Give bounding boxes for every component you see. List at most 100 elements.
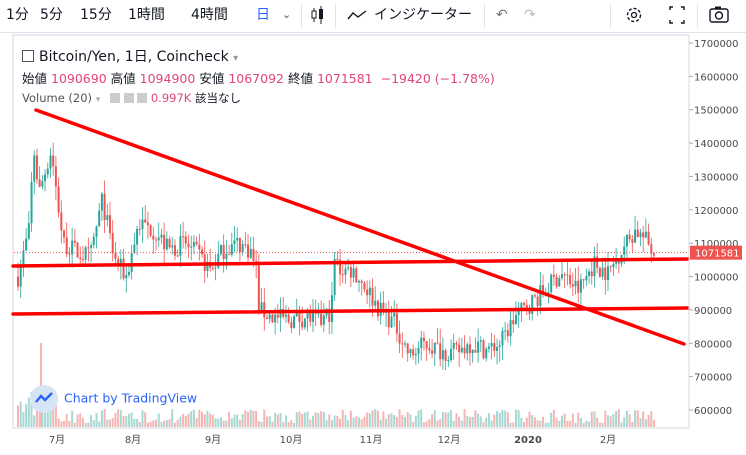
volume-bar [293, 422, 296, 427]
candle-body [590, 271, 593, 277]
volume-bar [65, 414, 68, 427]
interval-5m[interactable]: 5分 [40, 7, 63, 23]
candle-body [328, 308, 331, 322]
price-tick-label: 1600000 [694, 72, 739, 83]
candle-body [542, 285, 545, 294]
volume-bar [590, 411, 593, 427]
candle-body [184, 236, 187, 244]
volume-bar [282, 422, 285, 427]
candle-body [122, 258, 125, 279]
price-tick-label: 1200000 [694, 206, 739, 217]
candle-body [366, 289, 369, 296]
volume-bar [90, 415, 93, 427]
candle-body [309, 311, 312, 322]
volume-bar [439, 419, 442, 427]
candle-body [144, 219, 147, 223]
remove-icon[interactable] [137, 93, 148, 103]
volume-menu-icon[interactable]: ▾ [95, 95, 101, 105]
candle-body [485, 348, 488, 359]
candle-body [79, 257, 82, 260]
interval-1d[interactable]: 日 [256, 7, 270, 23]
chart-area[interactable]: 1700000 1600000 1500000 1400000 1300000 12000… [0, 33, 746, 451]
volume-bar [450, 409, 453, 427]
candle-body [447, 360, 450, 362]
volume-bar [165, 420, 168, 427]
candle-style-icon[interactable] [310, 0, 326, 32]
snapshot-camera-icon[interactable] [708, 0, 730, 32]
volume-legend[interactable]: Volume (20) ▾ 0.997K 該当なし [22, 90, 241, 106]
volume-bar [409, 414, 412, 427]
candle-body [222, 244, 225, 260]
candle-body [165, 238, 168, 250]
candle-body [119, 258, 122, 267]
candle-body [636, 229, 639, 237]
candle-body [195, 241, 198, 245]
indicators-icon[interactable] [346, 0, 368, 32]
candle-body [431, 350, 434, 354]
candle-body [236, 237, 239, 241]
volume-bar [533, 417, 536, 427]
candle-body [219, 244, 222, 254]
volume-bar [271, 421, 274, 427]
volume-bar [149, 421, 152, 427]
volume-bar [347, 420, 350, 427]
price-tick-label: 600000 [694, 406, 732, 417]
collapse-icon[interactable] [22, 50, 34, 62]
volume-bar [25, 404, 28, 427]
symbol-title[interactable]: Bitcoin/Yen, 1日, Coincheck ▾ [22, 46, 238, 66]
candle-body [436, 342, 439, 344]
settings-small-icon[interactable] [123, 93, 134, 103]
volume-bar [368, 413, 371, 427]
interval-4h[interactable]: 4時間 [191, 7, 228, 23]
volume-bar [130, 412, 133, 427]
time-tick-label: 8月 [125, 434, 141, 446]
candle-body [95, 226, 98, 237]
trendline[interactable] [11, 306, 690, 316]
candle-body [395, 313, 398, 334]
candle-body [298, 311, 301, 322]
interval-1h[interactable]: 1時間 [128, 7, 165, 23]
volume-bar [644, 419, 647, 427]
volume-bar [444, 412, 447, 427]
volume-bar [184, 416, 187, 427]
interval-1m[interactable]: 1分 [6, 7, 29, 23]
trendline[interactable] [11, 257, 690, 268]
volume-bar [398, 409, 401, 427]
volume-bar [163, 420, 166, 427]
volume-bar [517, 410, 520, 427]
candle-body [247, 244, 250, 258]
indicators-button[interactable]: インジケーター [374, 7, 472, 23]
candle-body [517, 310, 520, 315]
trendline[interactable] [34, 108, 686, 346]
candle-body [168, 238, 171, 248]
volume-bar [84, 422, 87, 427]
volume-bar [558, 420, 561, 427]
tradingview-watermark[interactable]: Chart by TradingView [30, 385, 197, 413]
volume-bar [157, 413, 160, 427]
settings-gear-icon[interactable] [624, 0, 644, 32]
candle-body [17, 276, 19, 287]
volume-bar [615, 411, 618, 427]
candle-body [509, 320, 512, 337]
candle-body [344, 268, 347, 275]
visibility-eye-icon[interactable] [109, 93, 120, 103]
volume-bar [582, 422, 585, 427]
volume-bar [138, 421, 141, 427]
symbol-menu-icon[interactable]: ▾ [233, 53, 239, 64]
interval-15m[interactable]: 15分 [80, 7, 112, 23]
price-tick-label: 1500000 [694, 106, 739, 117]
redo-icon[interactable]: ↷ [524, 7, 536, 23]
volume-bar [496, 411, 499, 427]
candle-body [531, 295, 534, 314]
volume-bar [265, 416, 268, 427]
undo-icon[interactable]: ↶ [496, 7, 508, 23]
tradingview-logo-icon [30, 385, 58, 413]
volume-bar [46, 409, 49, 427]
candle-body [650, 244, 653, 254]
interval-dropdown-icon[interactable]: ⌄ [282, 8, 292, 21]
candle-body [230, 244, 233, 255]
candle-body [352, 268, 355, 278]
fullscreen-icon[interactable] [668, 0, 686, 32]
candle-body [130, 253, 133, 272]
volume-bar [501, 410, 504, 427]
